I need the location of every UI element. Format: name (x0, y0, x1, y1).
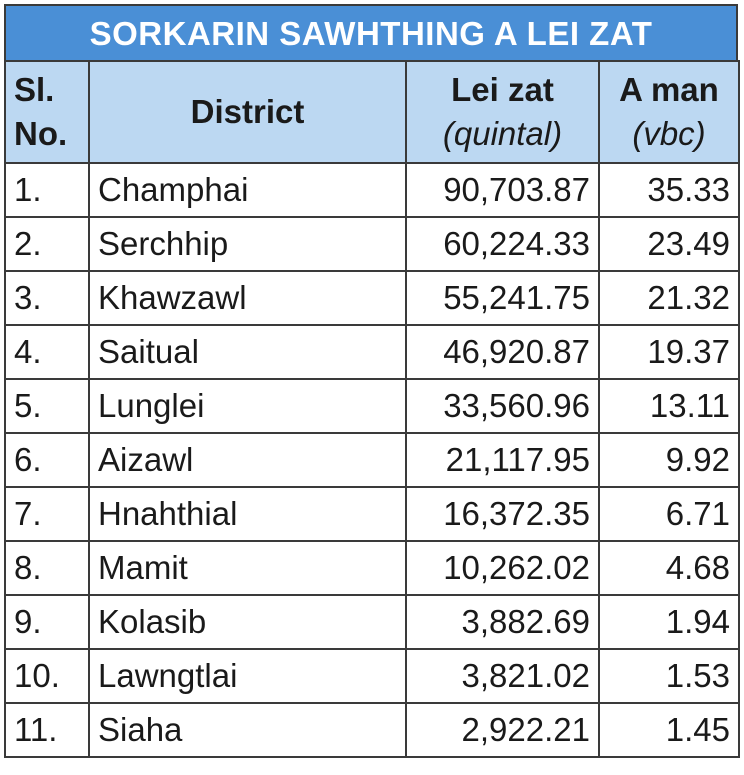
table-cell: 21,117.95 (405, 432, 600, 488)
table-row: 10. Lawngtlai 3,821.02 1.53 (4, 648, 740, 704)
table-cell: 10. (4, 648, 90, 704)
table-cell: 16,372.35 (405, 486, 600, 542)
table-card: SORKARIN SAWHTHING A LEI ZAT Sl. No. Distr… (4, 4, 740, 758)
table-cell: Saitual (88, 324, 407, 380)
header-text: Sl. (14, 71, 55, 108)
header-text: Lei zat (451, 71, 554, 108)
table-cell: Lawngtlai (88, 648, 407, 704)
table-cell: 1.94 (598, 594, 740, 650)
table-cell: 21.32 (598, 270, 740, 326)
table-row: 1. Champhai 90,703.87 35.33 (4, 162, 740, 218)
header-row: Sl. No. District Lei zat (quintal) A man (vbc) (4, 60, 740, 164)
table-cell: Champhai (88, 162, 407, 218)
table-cell: Khawzawl (88, 270, 407, 326)
table-cell: 3,821.02 (405, 648, 600, 704)
table-cell: 9. (4, 594, 90, 650)
header-cell: District (88, 60, 407, 164)
table-cell: 4. (4, 324, 90, 380)
table-cell: 10,262.02 (405, 540, 600, 596)
table-cell: 4.68 (598, 540, 740, 596)
table-cell: 6. (4, 432, 90, 488)
table-cell: 23.49 (598, 216, 740, 272)
table-row: 5. Lunglei 33,560.96 13.11 (4, 378, 740, 434)
table-cell: 46,920.87 (405, 324, 600, 380)
table-cell: 13.11 (598, 378, 740, 434)
table-row: 9. Kolasib 3,882.69 1.94 (4, 594, 740, 650)
table-cell: 90,703.87 (405, 162, 600, 218)
table-cell: Siaha (88, 702, 407, 758)
table-cell: 33,560.96 (405, 378, 600, 434)
table-cell: 5. (4, 378, 90, 434)
header-unit: (quintal) (442, 115, 563, 152)
table-cell: 6.71 (598, 486, 740, 542)
table-cell: Hnahthial (88, 486, 407, 542)
header-cell: Sl. No. (4, 60, 90, 164)
table-cell: 8. (4, 540, 90, 596)
table-cell: Mamit (88, 540, 407, 596)
header-text: District (190, 93, 305, 130)
table-cell: 3. (4, 270, 90, 326)
table-cell: 19.37 (598, 324, 740, 380)
table-cell: Kolasib (88, 594, 407, 650)
table-cell: 2,922.21 (405, 702, 600, 758)
table-cell: Serchhip (88, 216, 407, 272)
table-row: 8. Mamit 10,262.02 4.68 (4, 540, 740, 596)
table-cell: 55,241.75 (405, 270, 600, 326)
header-text: No. (14, 115, 68, 152)
table-row: 6. Aizawl 21,117.95 9.92 (4, 432, 740, 488)
header-unit: (vbc) (632, 115, 706, 152)
header-text: A man (619, 71, 719, 108)
table-cell: 11. (4, 702, 90, 758)
table-cell: Aizawl (88, 432, 407, 488)
table-row: 11. Siaha 2,922.21 1.45 (4, 702, 740, 758)
table-row: 3. Khawzawl 55,241.75 21.32 (4, 270, 740, 326)
table-cell: 60,224.33 (405, 216, 600, 272)
table-cell: 3,882.69 (405, 594, 600, 650)
table-row: 2. Serchhip 60,224.33 23.49 (4, 216, 740, 272)
header-cell: A man (vbc) (598, 60, 740, 164)
table-row: 7. Hnahthial 16,372.35 6.71 (4, 486, 740, 542)
table-cell: 1. (4, 162, 90, 218)
table-body: 1. Champhai 90,703.87 35.33 2. Serchhip 60,224… (4, 162, 740, 758)
table-row: 4. Saitual 46,920.87 19.37 (4, 324, 740, 380)
data-table: Sl. No. District Lei zat (quintal) A man (vbc)… (4, 60, 740, 758)
header-cell: Lei zat (quintal) (405, 60, 600, 164)
table-cell: 1.45 (598, 702, 740, 758)
table-cell: Lunglei (88, 378, 407, 434)
table-cell: 9.92 (598, 432, 740, 488)
table-cell: 7. (4, 486, 90, 542)
table-cell: 35.33 (598, 162, 740, 218)
table-cell: 2. (4, 216, 90, 272)
table-title: SORKARIN SAWHTHING A LEI ZAT (4, 4, 738, 60)
table-cell: 1.53 (598, 648, 740, 704)
